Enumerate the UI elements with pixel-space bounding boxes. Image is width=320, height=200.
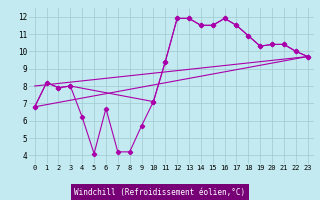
Text: Windchill (Refroidissement éolien,°C): Windchill (Refroidissement éolien,°C): [75, 188, 245, 196]
